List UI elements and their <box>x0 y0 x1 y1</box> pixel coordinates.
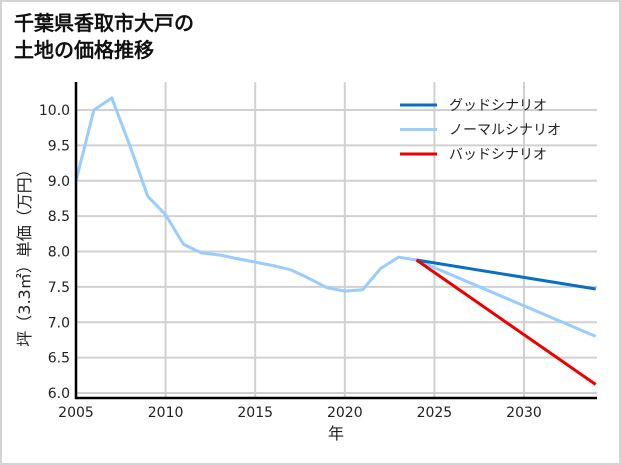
y-axis-label: 坪（3.3㎡）単価（万円） <box>15 161 34 346</box>
x-tick-label: 2005 <box>58 405 94 421</box>
y-tick-label: 6.0 <box>48 386 70 402</box>
y-tick-label: 8.0 <box>48 245 70 261</box>
x-tick-label: 2025 <box>417 405 453 421</box>
series-line-1 <box>74 96 597 338</box>
y-tick-label: 10.0 <box>39 103 70 119</box>
x-tick-label: 2010 <box>148 405 184 421</box>
grid-lines <box>76 82 597 398</box>
y-tick-label: 8.5 <box>48 209 70 225</box>
y-tick-label: 9.5 <box>48 138 70 154</box>
y-tick-label: 9.0 <box>48 174 70 190</box>
x-tick-label: 2015 <box>237 405 273 421</box>
chart-title-line1: 千葉県香取市大戸の <box>14 11 194 35</box>
y-tick-label: 7.5 <box>48 280 70 296</box>
tick-labels: 6.0 6.5 7.0 7.5 8.0 8.5 9.0 9.5 10.0 2005 2010 2015… <box>39 103 542 421</box>
legend-label: グッドシナリオ <box>449 98 547 114</box>
x-axis-label: 年 <box>328 424 344 443</box>
legend-label: ノーマルシナリオ <box>449 123 561 139</box>
x-tick-label: 2030 <box>506 405 542 421</box>
series-line-2 <box>415 258 597 386</box>
y-tick-label: 7.0 <box>48 315 70 331</box>
x-tick-label: 2020 <box>327 405 363 421</box>
y-tick-label: 6.5 <box>48 351 70 367</box>
legend-label: バッドシナリオ <box>449 147 547 163</box>
series-line-0 <box>416 258 596 291</box>
chart-title: 千葉県香取市大戸の 土地の価格推移 <box>14 10 194 64</box>
series-lines <box>74 96 597 386</box>
chart-title-line2: 土地の価格推移 <box>14 38 154 62</box>
axes <box>74 82 597 400</box>
